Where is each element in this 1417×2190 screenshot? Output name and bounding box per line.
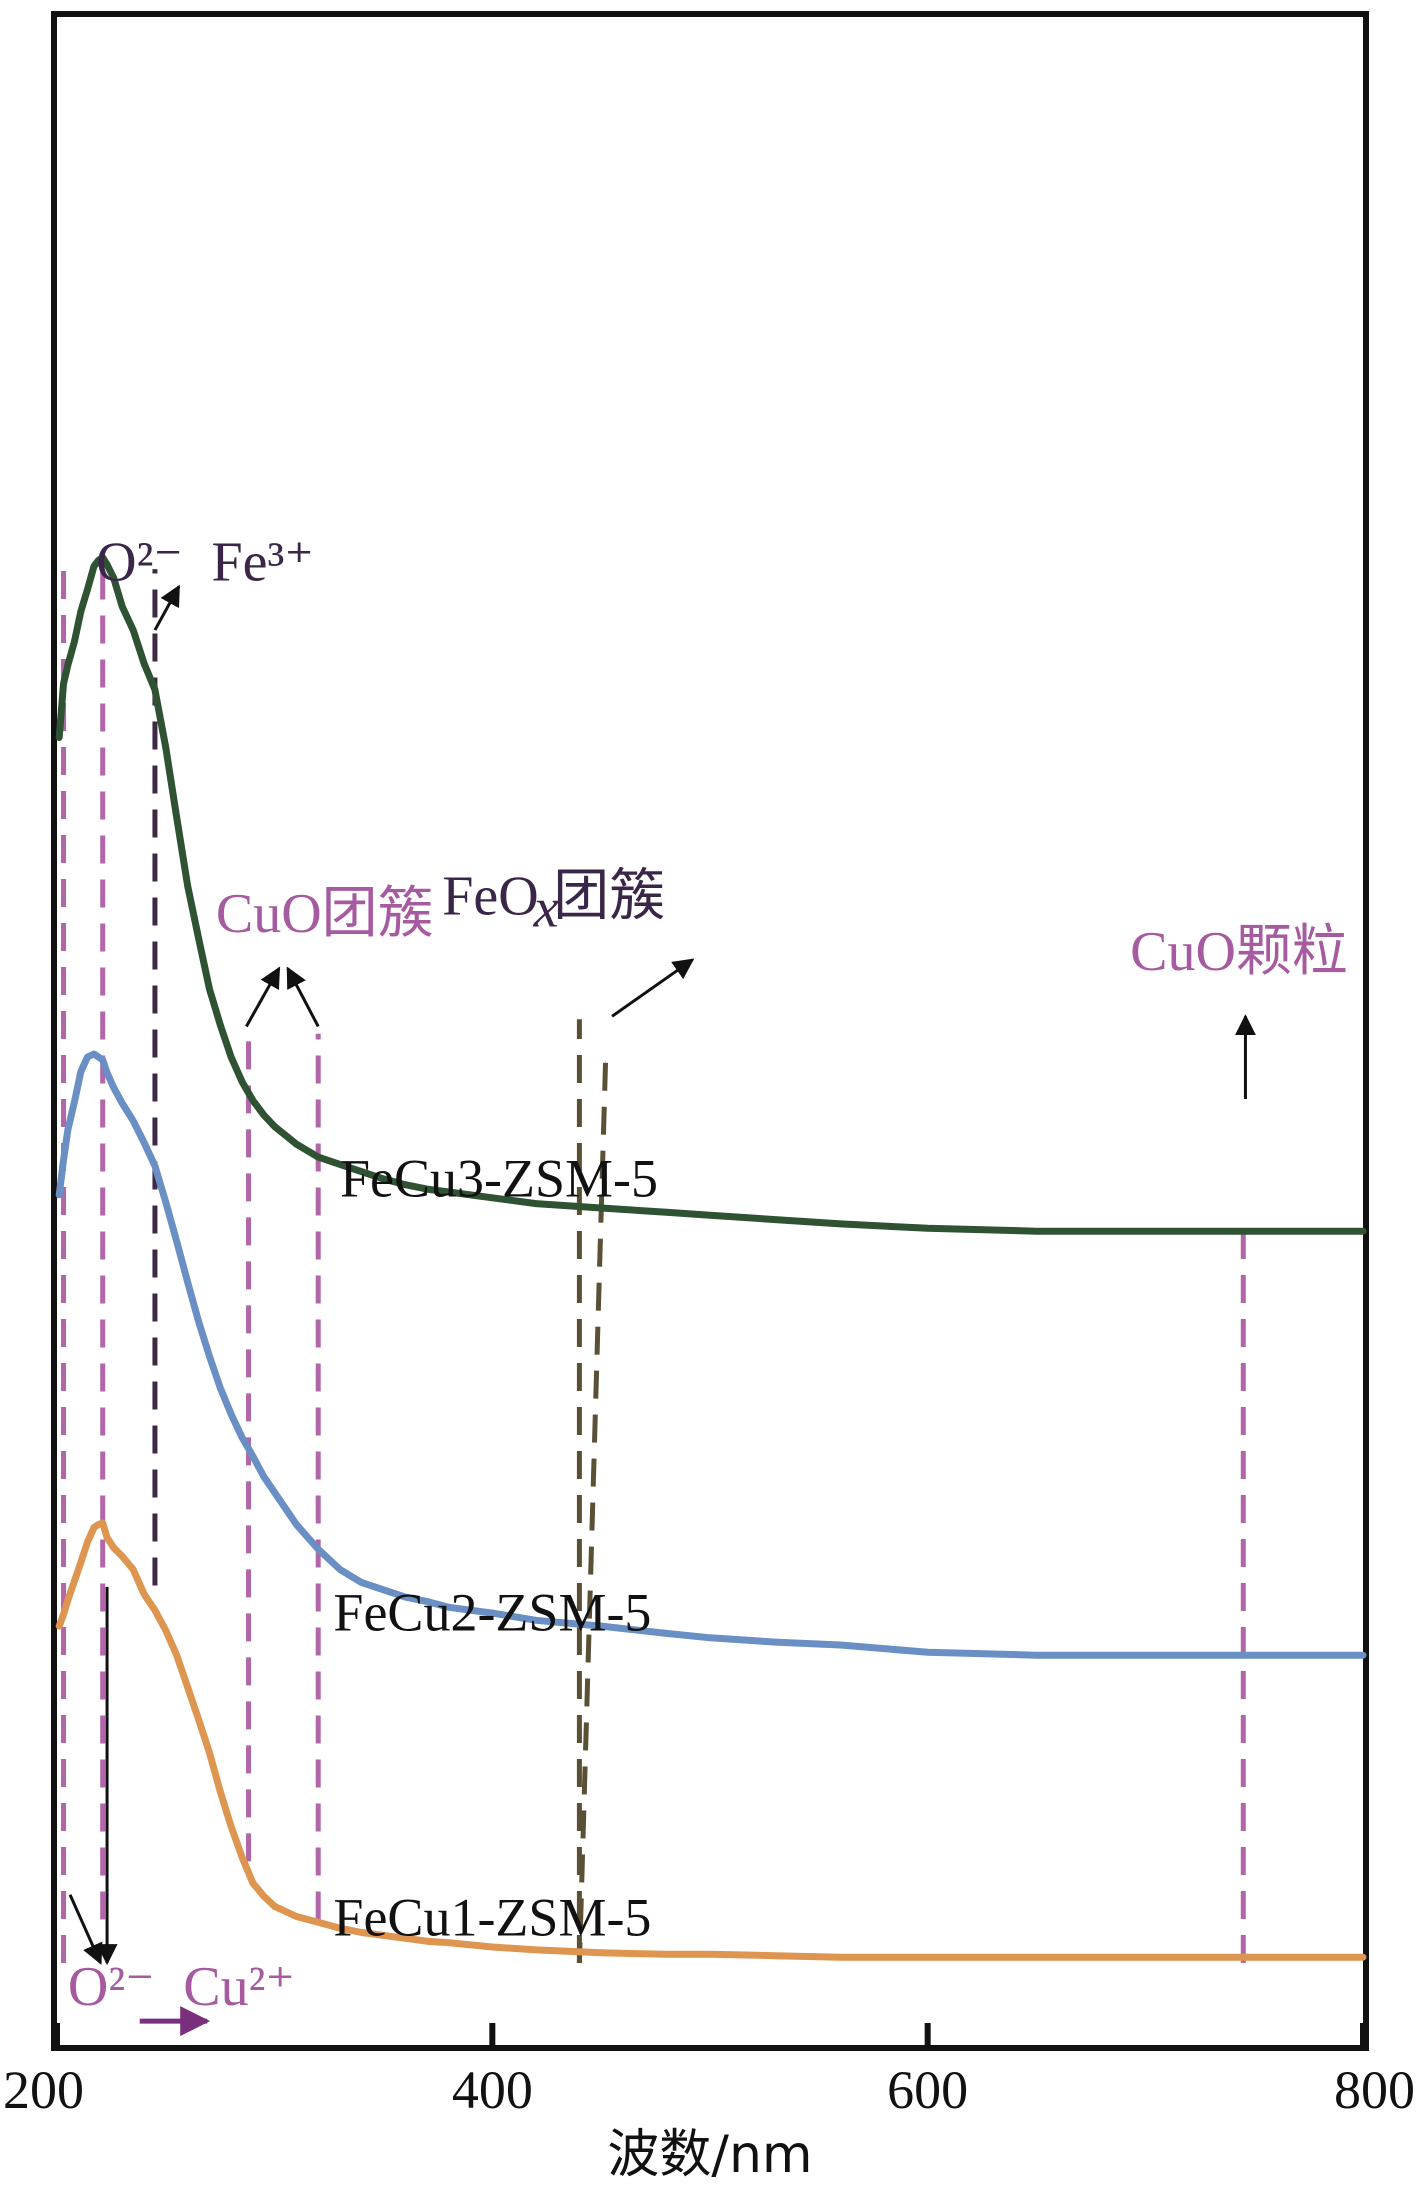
annotation-7: O²⁻ [68, 1956, 155, 2018]
annotation-arrow-2 [286, 966, 320, 1028]
series-label-fecu2-zsm-5: FeCu2-ZSM-5 [333, 1582, 651, 1642]
annotation-3: FeO [442, 866, 538, 928]
x-tick-label-800: 800 [1334, 2060, 1415, 2120]
annotation-1: Fe³⁺ [212, 532, 314, 594]
annotation-4: x [533, 877, 559, 939]
x-tick-label-400: 400 [452, 2060, 533, 2120]
annotation-0: O²⁻ [96, 532, 183, 594]
series-label-fecu3-zsm-5: FeCu3-ZSM-5 [340, 1148, 658, 1208]
series-lines [55, 554, 1367, 1961]
x-tick-label-600: 600 [887, 2060, 968, 2120]
x-axis: 200 400 600 800 [3, 2023, 1415, 2120]
annotation-6: CuO颗粒 [1130, 921, 1348, 983]
reference-lines [61, 569, 1246, 1964]
plot-frame [51, 11, 1369, 2051]
annotation-5: 团簇 [553, 866, 665, 928]
series-labels: FeCu3-ZSM-5 FeCu2-ZSM-5 FeCu1-ZSM-5 [333, 1148, 658, 1947]
annotation-arrow-1 [245, 966, 281, 1028]
x-axis-title: 波数/nm [607, 2125, 812, 2185]
annotation-arrow-3 [611, 958, 695, 1018]
annotation-arrows [68, 584, 1256, 2037]
annotation-8: Cu²⁺ [183, 1956, 295, 2018]
series-label-fecu1-zsm-5: FeCu1-ZSM-5 [333, 1887, 651, 1947]
reference-line-feox-slant [576, 1062, 609, 1964]
annotation-2: CuO团簇 [216, 883, 434, 945]
x-tick-label-200: 200 [3, 2060, 84, 2120]
annotation-arrow-0 [153, 584, 181, 631]
series-line-fecu1-zsm-5 [55, 1519, 1367, 1961]
annotation-arrow-6 [68, 1894, 103, 1965]
series-line-fecu3-zsm-5 [55, 554, 1367, 1235]
series-line-fecu2-zsm-5 [55, 1050, 1367, 1659]
